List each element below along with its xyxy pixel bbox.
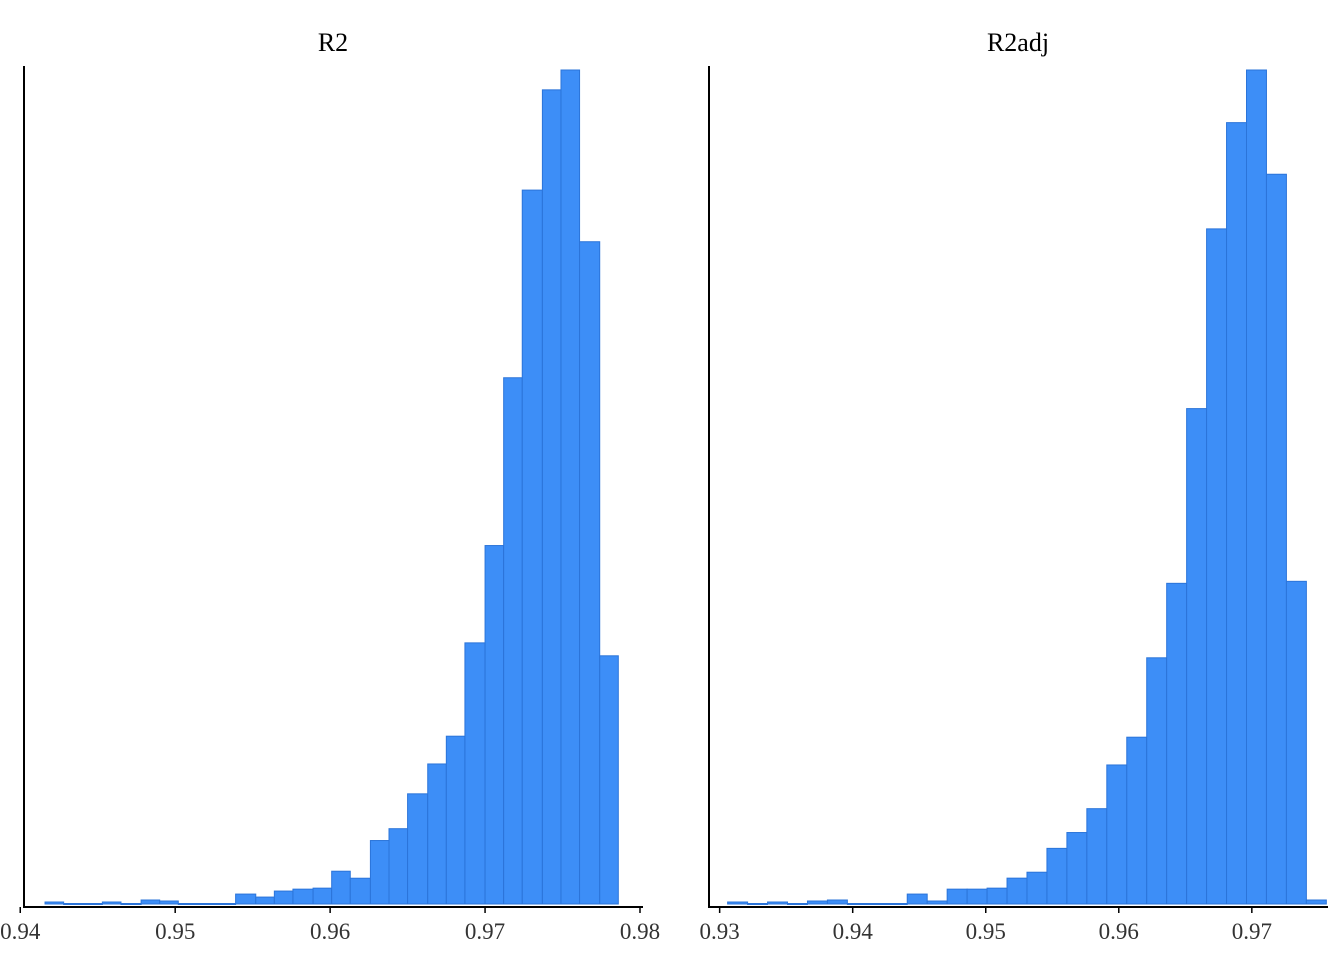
histogram-bar-r2adj-24 bbox=[1206, 228, 1228, 905]
histogram-bar-r2adj-6 bbox=[846, 903, 868, 905]
panel-r2adj: R2adj 0.93 0.94 0.95 0.96 0.97 bbox=[700, 28, 1328, 944]
histogram-bar-r2-15 bbox=[331, 870, 351, 905]
histogram-bar-r2-21 bbox=[445, 735, 466, 905]
histogram-bar-r2-18 bbox=[388, 828, 409, 905]
histogram-bar-r2-13 bbox=[292, 888, 314, 905]
histogram-bar-r2-28 bbox=[579, 241, 601, 905]
histogram-bar-r2-4 bbox=[120, 903, 142, 905]
histogram-bar-r2adj-9 bbox=[906, 893, 928, 905]
histogram-bar-r2adj-14 bbox=[1006, 877, 1028, 905]
x-tick-label-r2-4: 0.98 bbox=[620, 919, 660, 944]
bars-r2 bbox=[44, 69, 619, 905]
histogram-bar-r2-16 bbox=[349, 877, 371, 905]
histogram-bar-r2adj-29 bbox=[1305, 899, 1327, 905]
histogram-bar-r2adj-3 bbox=[787, 903, 808, 905]
histogram-bar-r2-17 bbox=[369, 840, 390, 905]
histogram-bar-r2-23 bbox=[484, 545, 505, 905]
histogram-bar-r2-22 bbox=[464, 642, 486, 905]
histogram-bar-r2-0 bbox=[44, 901, 65, 905]
histogram-bar-r2-27 bbox=[560, 69, 581, 905]
histogram-bar-r2adj-4 bbox=[806, 900, 828, 905]
histogram-bar-r2-5 bbox=[140, 899, 161, 905]
histogram-bar-r2-10 bbox=[235, 893, 257, 905]
x-tick-label-r2-3: 0.97 bbox=[465, 919, 505, 944]
histogram-bar-r2-6 bbox=[159, 900, 179, 905]
x-ticks-r2adj: 0.93 0.94 0.95 0.96 0.97 bbox=[700, 907, 1272, 944]
histogram-bar-r2adj-23 bbox=[1186, 408, 1208, 905]
histogram-bar-r2adj-28 bbox=[1285, 580, 1307, 905]
histogram-bar-r2adj-0 bbox=[727, 901, 749, 905]
panel-title-r2: R2 bbox=[318, 28, 348, 57]
histogram-bar-r2adj-26 bbox=[1246, 69, 1267, 905]
histogram-bar-r2adj-7 bbox=[866, 903, 888, 905]
histogram-bar-r2adj-22 bbox=[1166, 582, 1188, 905]
x-tick-label-r2adj-1: 0.94 bbox=[833, 919, 874, 944]
histogram-bar-r2adj-11 bbox=[946, 888, 968, 905]
x-tick-label-r2adj-3: 0.96 bbox=[1099, 919, 1139, 944]
histogram-bar-r2-14 bbox=[312, 887, 333, 905]
histogram-bar-r2-26 bbox=[541, 89, 562, 905]
histogram-bar-r2adj-19 bbox=[1106, 764, 1128, 905]
histogram-bar-r2-7 bbox=[177, 903, 199, 905]
histogram-bar-r2-20 bbox=[427, 763, 447, 905]
histogram-bar-r2adj-16 bbox=[1046, 847, 1068, 905]
histogram-bar-r2-25 bbox=[521, 189, 543, 905]
histogram-bar-r2-1 bbox=[63, 903, 85, 905]
bars-r2adj bbox=[727, 69, 1327, 905]
histogram-bar-r2-12 bbox=[273, 890, 294, 905]
histogram-bar-r2adj-18 bbox=[1086, 808, 1108, 905]
histogram-bar-r2adj-25 bbox=[1226, 122, 1248, 905]
histogram-bar-r2adj-21 bbox=[1146, 657, 1168, 905]
panel-title-r2adj: R2adj bbox=[987, 28, 1049, 57]
x-tick-label-r2adj-4: 0.97 bbox=[1232, 919, 1272, 944]
histogram-bar-r2adj-15 bbox=[1026, 871, 1048, 905]
x-ticks-r2: 0.94 0.95 0.96 0.97 0.98 bbox=[0, 907, 660, 944]
histogram-bar-r2adj-17 bbox=[1066, 832, 1088, 905]
histogram-bar-r2adj-20 bbox=[1126, 736, 1148, 905]
histogram-bar-r2adj-2 bbox=[767, 901, 789, 905]
histogram-bar-r2adj-8 bbox=[886, 903, 908, 905]
histogram-bar-r2-24 bbox=[503, 377, 523, 905]
histogram-bar-r2-9 bbox=[216, 903, 237, 905]
histogram-bar-r2adj-10 bbox=[926, 900, 948, 905]
histogram-bar-r2-19 bbox=[407, 793, 429, 905]
x-tick-label-r2-2: 0.96 bbox=[310, 919, 350, 944]
panel-r2: R2 0.94 0.95 0.96 0.97 0.98 bbox=[0, 28, 660, 944]
histogram-bar-r2-2 bbox=[83, 903, 103, 905]
histogram-bar-r2adj-12 bbox=[966, 888, 988, 905]
histogram-bar-r2-3 bbox=[101, 901, 122, 905]
histogram-bar-r2-11 bbox=[255, 896, 275, 905]
histogram-bar-r2adj-27 bbox=[1265, 173, 1287, 905]
histogram-bar-r2adj-1 bbox=[747, 903, 769, 905]
histogram-bar-r2-8 bbox=[197, 903, 218, 905]
histogram-bar-r2-29 bbox=[599, 655, 619, 905]
x-tick-label-r2adj-0: 0.93 bbox=[700, 919, 740, 944]
histogram-bar-r2adj-5 bbox=[826, 899, 848, 905]
x-tick-label-r2adj-2: 0.95 bbox=[966, 919, 1006, 944]
histogram-bar-r2adj-13 bbox=[986, 887, 1008, 905]
x-tick-label-r2-1: 0.95 bbox=[155, 919, 195, 944]
x-tick-label-r2-0: 0.94 bbox=[0, 919, 41, 944]
